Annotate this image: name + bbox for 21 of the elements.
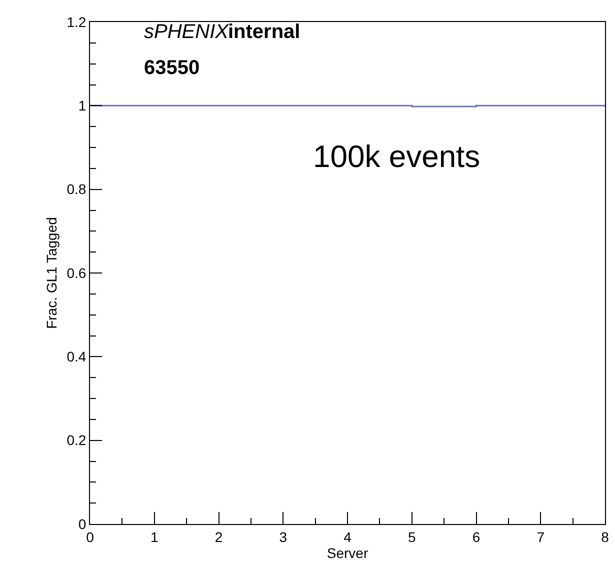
y-axis-title: Frac. GL1 Tagged (43, 217, 60, 329)
x-tick-label: 8 (601, 528, 610, 545)
y-tick-label: 1 (78, 98, 86, 114)
x-tick-label: 5 (408, 528, 416, 545)
annotation: 63550 (144, 57, 200, 79)
annotation: sPHENIX (144, 21, 230, 43)
y-tick-label: 1.2 (66, 14, 86, 30)
x-tick-label: 3 (279, 528, 288, 545)
y-tick-label: 0 (78, 516, 86, 532)
y-tick-label: 0.6 (66, 264, 86, 281)
x-tick-label: 7 (536, 528, 545, 545)
y-tick-label: 0.8 (66, 181, 86, 198)
annotation: internal (228, 21, 300, 43)
y-tick-label: 0.4 (66, 348, 86, 365)
y-tick-label: 0.2 (66, 432, 86, 448)
annotation: 100k events (313, 139, 480, 174)
x-tick-label: 1 (150, 528, 158, 545)
x-tick-label: 2 (214, 528, 223, 545)
x-axis-title: Server (326, 545, 368, 562)
x-tick-label: 6 (472, 528, 480, 545)
x-tick-label: 4 (344, 528, 352, 545)
